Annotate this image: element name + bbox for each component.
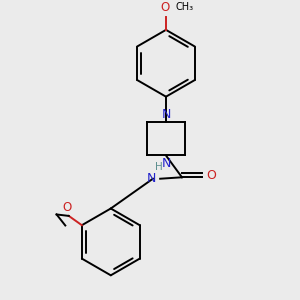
Text: O: O: [63, 201, 72, 214]
Text: N: N: [147, 172, 156, 185]
Text: O: O: [160, 1, 169, 14]
Text: H: H: [155, 162, 163, 172]
Text: CH₃: CH₃: [175, 2, 194, 12]
Text: N: N: [161, 157, 171, 170]
Text: O: O: [206, 169, 216, 182]
Text: N: N: [161, 108, 171, 121]
